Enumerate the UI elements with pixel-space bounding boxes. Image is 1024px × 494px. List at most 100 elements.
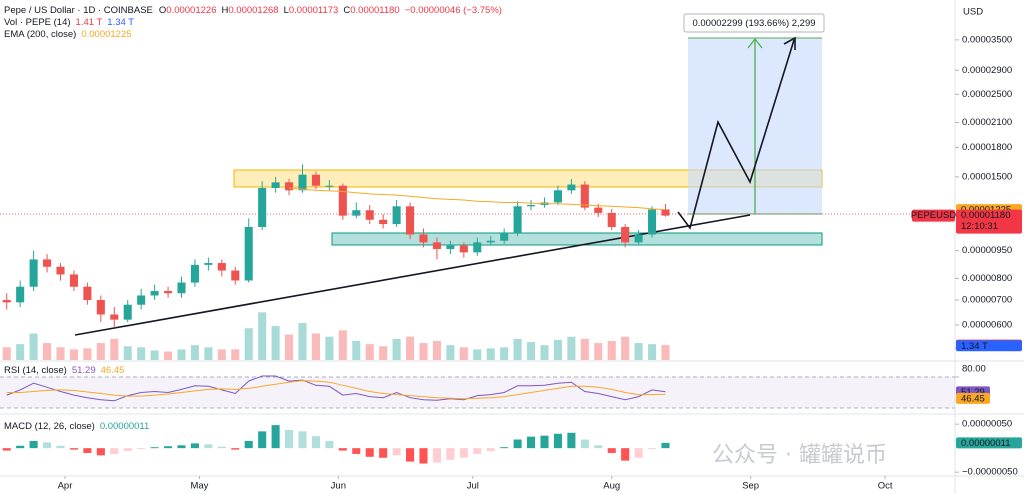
candle-body: [567, 184, 576, 191]
price-badge: [956, 209, 1022, 234]
candle-body: [123, 304, 132, 320]
symbol-badge-label: PEPEUSD: [911, 210, 957, 221]
volume-bar: [258, 312, 267, 360]
candle-body: [190, 264, 199, 283]
candle-body: [459, 245, 468, 253]
candle-body: [2, 300, 11, 303]
projection-arrowhead: [747, 37, 763, 49]
macd-bar: [204, 444, 213, 449]
ohlc-key: H: [221, 5, 228, 16]
macd-bar: [419, 448, 428, 464]
symbol-header: Pepe / US Dollar · 1D · COINBASE O0.00001…: [4, 5, 502, 16]
candle-body: [634, 234, 643, 243]
currency: USD: [963, 7, 983, 18]
path-forecast: [677, 39, 795, 230]
macd-bar: [43, 442, 52, 449]
volume-bar: [432, 340, 441, 360]
macd-bar: [110, 448, 119, 454]
annotation-text: 0.00002299 (193.66%) 2,299: [692, 18, 815, 29]
candle-body: [96, 300, 105, 315]
volume-bar: [648, 344, 657, 360]
volume-bar: [486, 348, 495, 360]
candle-body: [661, 209, 670, 216]
candle-body: [16, 286, 25, 303]
y-tick-label: 0.00001800: [962, 142, 1012, 153]
volume-bar: [16, 344, 25, 360]
macd-bar: [16, 445, 25, 449]
symbol-badge: [912, 209, 955, 222]
volume-bar: [244, 328, 253, 360]
y-tick-label: 80.00: [962, 364, 986, 375]
candle-body: [217, 263, 226, 271]
volume-bar: [110, 338, 119, 360]
macd-bar: [83, 448, 92, 453]
macd-bar: [365, 448, 374, 457]
candle-body: [244, 226, 253, 281]
macd-bar: [190, 443, 199, 449]
volume-bar: [406, 336, 415, 360]
legend-name: Vol · PEPE (14): [4, 17, 71, 28]
candle-body: [392, 206, 401, 225]
volume-bar: [285, 334, 294, 360]
macd-bar: [2, 448, 11, 451]
volume-bar: [594, 343, 603, 360]
rsi-line: [6, 380, 666, 400]
ema-legend: EMA (200, close) 0.00001225: [4, 29, 132, 40]
symbol: Pepe / US Dollar · 1D · COINBASE: [4, 5, 153, 16]
candle-body: [648, 209, 657, 235]
volume-bar: [325, 336, 334, 360]
macd-bar: [392, 448, 401, 456]
volume-bar: [338, 330, 347, 360]
y-tick-label: 0.00003500: [962, 34, 1012, 45]
macd-bar: [500, 447, 509, 449]
macd-bar: [580, 439, 589, 449]
candle-body: [137, 295, 146, 305]
volume-bar: [459, 347, 468, 360]
legend-name: RSI (14, close): [4, 365, 67, 376]
macd-bar: [258, 431, 267, 449]
macd-bar: [513, 439, 522, 449]
macd-bar: [621, 448, 630, 461]
forecast-arrowhead: [783, 36, 796, 50]
axis-badge-label: 1.34 T: [961, 341, 988, 352]
axis-badge: [956, 340, 1022, 352]
volume-bar: [83, 348, 92, 360]
macd-bar: [123, 448, 132, 452]
volume-bar: [56, 347, 65, 360]
macd-bar: [150, 447, 159, 449]
x-tick-label: Jun: [331, 481, 346, 492]
candle-body: [258, 187, 267, 227]
macd-bar: [271, 425, 280, 449]
candle-body: [580, 184, 589, 208]
candle-body: [365, 210, 374, 220]
axis-badge: [956, 437, 1022, 449]
volume-bar: [553, 339, 562, 360]
candle-body: [352, 210, 361, 216]
macd-bar: [486, 448, 495, 452]
macd-bar: [298, 431, 307, 449]
macd-bar: [432, 448, 441, 463]
x-tick-label: Apr: [58, 481, 73, 492]
candle-body: [83, 286, 92, 301]
candle-body: [607, 212, 616, 227]
macd-bar: [56, 445, 65, 449]
price-badge-label: 0.00001180: [961, 210, 1011, 221]
volume-bar: [298, 322, 307, 360]
volume-bar: [2, 347, 11, 360]
volume-bar: [607, 340, 616, 360]
macd-bar: [137, 448, 146, 450]
candle-body: [69, 274, 78, 287]
candle-body: [110, 314, 119, 320]
candle-body: [553, 190, 562, 203]
legend-value: 46.45: [101, 365, 125, 376]
candle-body: [150, 291, 159, 296]
volume-bar: [527, 342, 536, 360]
y-tick-label: 0.00002500: [962, 89, 1012, 100]
volume-bar: [379, 346, 388, 360]
rsi-line: [6, 375, 666, 402]
macd-bar: [540, 435, 549, 449]
ohlc-value: 0.00001173: [289, 5, 339, 16]
volume-bar: [540, 345, 549, 360]
macd-bar: [459, 448, 468, 458]
candle-body: [419, 234, 428, 243]
